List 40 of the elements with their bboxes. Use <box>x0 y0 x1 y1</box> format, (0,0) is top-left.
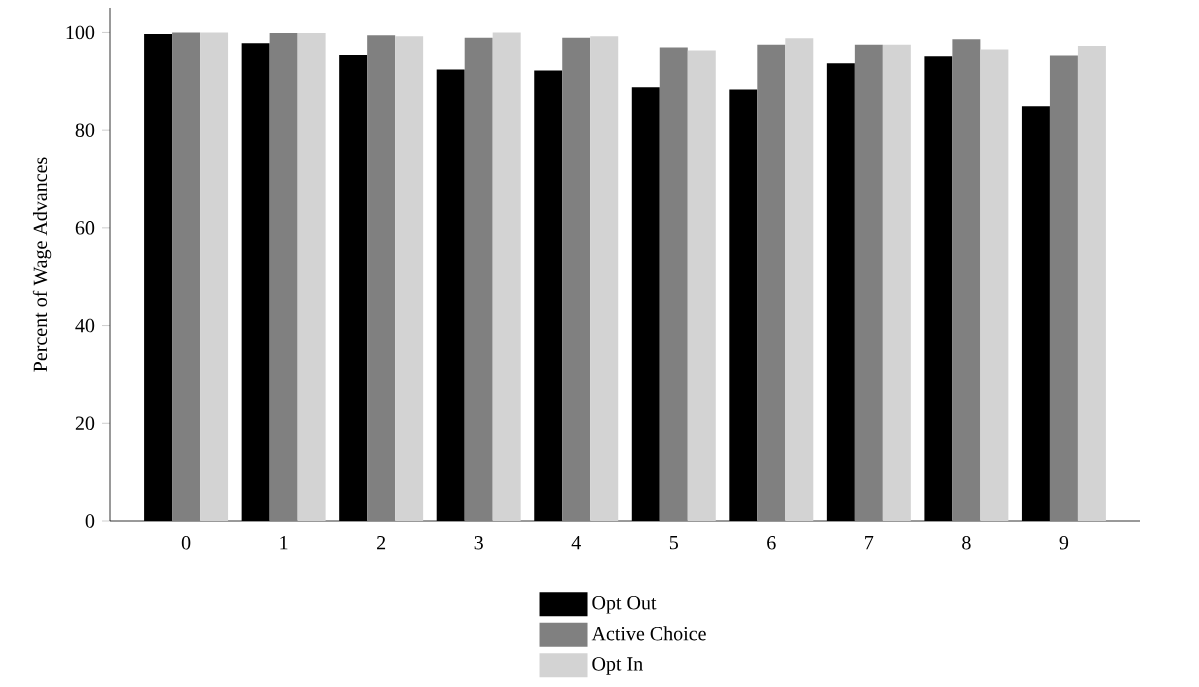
x-tick-label: 9 <box>1059 536 1069 550</box>
bar <box>854 44 883 521</box>
y-tick-label: 0 <box>85 514 95 528</box>
bar <box>200 32 229 521</box>
bar <box>297 32 326 521</box>
y-tick-label: 60 <box>75 221 95 235</box>
bar <box>395 36 424 521</box>
legend-label: Opt Out <box>592 596 657 614</box>
y-tick-label: 100 <box>66 25 95 40</box>
x-tick-label: 4 <box>571 536 581 550</box>
bar <box>952 39 981 521</box>
bar <box>659 47 688 521</box>
x-tick-label: 6 <box>767 536 776 550</box>
legend-label: Active Choice <box>591 626 706 641</box>
bar <box>757 44 786 521</box>
y-axis-title: Percent of Wage Advances <box>32 157 52 372</box>
bar <box>367 35 396 521</box>
bar <box>1077 46 1106 521</box>
x-tick-label: 1 <box>280 536 288 550</box>
bar <box>980 49 1009 521</box>
bar <box>269 32 298 521</box>
x-tick-label: 5 <box>669 536 678 550</box>
x-tick-label: 7 <box>865 536 874 550</box>
x-tick-label: 8 <box>962 536 971 550</box>
x-tick-label: 2 <box>377 536 386 550</box>
y-tick-label: 80 <box>75 123 95 137</box>
bar <box>172 32 201 521</box>
y-tick-label: 40 <box>75 318 95 333</box>
bar <box>562 37 591 521</box>
x-tick-label: 0 <box>181 536 191 550</box>
y-tick-label: 20 <box>75 416 95 431</box>
bar <box>492 32 521 521</box>
bar <box>590 36 619 521</box>
legend-label: Opt In <box>592 657 643 675</box>
bar <box>1049 55 1078 521</box>
bar <box>464 37 493 521</box>
bar <box>687 50 716 521</box>
bar <box>882 44 911 521</box>
x-tick-label: 3 <box>474 536 483 550</box>
bar <box>785 38 814 521</box>
